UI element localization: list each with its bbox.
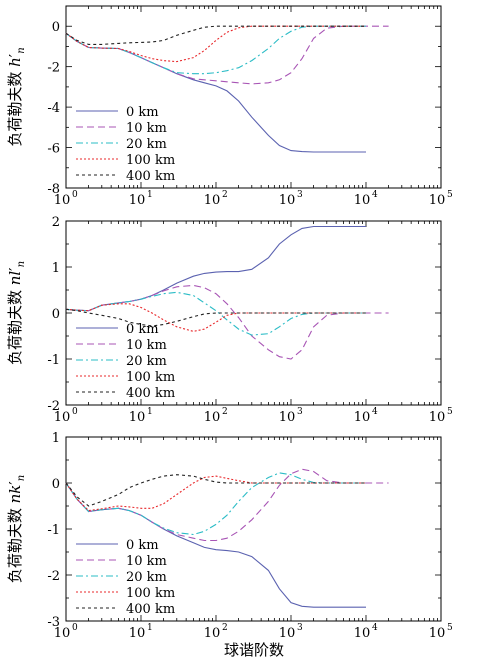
- y-axis-label: 负荷勒夫数 nl′n: [6, 261, 27, 365]
- y-tick-label: 2: [52, 215, 60, 230]
- series-line-20km: [65, 472, 366, 536]
- x-tick-exponent: 3: [297, 190, 303, 200]
- y-tick-label: -2: [47, 569, 60, 584]
- y-tick-label: 0: [52, 307, 60, 322]
- legend-label: 100 km: [126, 370, 175, 385]
- series-line-400km: [65, 474, 366, 507]
- legend-label: 0 km: [126, 322, 159, 337]
- x-tick-exponent: 3: [297, 407, 303, 417]
- y-tick-label: -1: [47, 523, 60, 538]
- legend-label: 400 km: [126, 602, 175, 617]
- legend-label: 10 km: [126, 554, 167, 569]
- x-tick-label: 10: [354, 626, 371, 641]
- series-line-100km: [65, 25, 366, 63]
- y-tick-label: -4: [47, 101, 60, 116]
- plot-frame: [65, 436, 442, 622]
- x-tick-label: 10: [204, 410, 221, 425]
- y-tick-label: -3: [47, 615, 60, 630]
- legend-label: 0 km: [126, 105, 159, 120]
- series-line-10km: [65, 25, 389, 85]
- y-tick-label: -1: [47, 353, 60, 368]
- x-tick-exponent: 1: [147, 407, 153, 417]
- x-tick-label: 10: [54, 626, 71, 641]
- plot-frame: [65, 5, 442, 189]
- y-tick-label: 1: [52, 261, 60, 276]
- x-tick-label: 10: [429, 626, 446, 641]
- legend-label: 20 km: [126, 570, 167, 585]
- series-line-100km: [65, 475, 366, 512]
- x-tick-exponent: 2: [222, 623, 228, 633]
- y-tick-label: 0: [52, 477, 60, 492]
- x-tick-label: 10: [129, 410, 146, 425]
- x-tick-exponent: 4: [372, 190, 378, 200]
- x-tick-exponent: 0: [72, 190, 78, 200]
- x-tick-exponent: 5: [447, 190, 453, 200]
- y-tick-label: -2: [47, 61, 60, 76]
- series-line-20km: [65, 291, 366, 336]
- y-tick-label: 1: [52, 431, 60, 446]
- x-tick-exponent: 4: [372, 623, 378, 633]
- x-tick-label: 10: [204, 193, 221, 208]
- x-axis-label: 球谐阶数: [224, 641, 284, 659]
- y-axis-label: 负荷勒夫数 h′n: [6, 47, 27, 146]
- series-line-100km: [65, 303, 366, 332]
- legend-label: 400 km: [126, 386, 175, 401]
- legend-label: 400 km: [126, 169, 175, 184]
- y-tick-label: -2: [47, 399, 60, 414]
- series-line-400km: [65, 25, 366, 45]
- legend-label: 10 km: [126, 338, 167, 353]
- series-line-0km: [65, 225, 366, 312]
- x-tick-exponent: 1: [147, 190, 153, 200]
- x-tick-label: 10: [54, 193, 71, 208]
- series-line-10km: [65, 284, 389, 360]
- x-tick-label: 10: [204, 626, 221, 641]
- series-line-0km: [65, 482, 366, 608]
- legend-label: 10 km: [126, 121, 167, 136]
- series-line-400km: [65, 308, 366, 327]
- legend-label: 0 km: [126, 538, 159, 553]
- y-axis-label: 负荷勒夫数 nk′n: [6, 475, 27, 583]
- x-tick-exponent: 0: [72, 407, 78, 417]
- x-tick-exponent: 3: [297, 623, 303, 633]
- x-tick-exponent: 2: [222, 190, 228, 200]
- x-tick-exponent: 5: [447, 407, 453, 417]
- x-tick-label: 10: [354, 410, 371, 425]
- plot-frame: [65, 220, 442, 406]
- x-tick-exponent: 0: [72, 623, 78, 633]
- x-tick-exponent: 5: [447, 623, 453, 633]
- y-tick-label: 0: [52, 20, 60, 35]
- x-tick-exponent: 4: [372, 407, 378, 417]
- x-tick-label: 10: [429, 193, 446, 208]
- x-tick-label: 10: [279, 626, 296, 641]
- legend-label: 100 km: [126, 153, 175, 168]
- x-tick-label: 10: [129, 193, 146, 208]
- legend-label: 20 km: [126, 354, 167, 369]
- series-line-10km: [65, 468, 389, 542]
- legend-label: 100 km: [126, 586, 175, 601]
- x-tick-label: 10: [279, 193, 296, 208]
- x-tick-label: 10: [54, 410, 71, 425]
- legend-label: 20 km: [126, 137, 167, 152]
- series-line-0km: [65, 32, 366, 153]
- x-tick-label: 10: [129, 626, 146, 641]
- x-tick-label: 10: [354, 193, 371, 208]
- x-tick-exponent: 2: [222, 407, 228, 417]
- y-tick-label: -8: [47, 182, 60, 197]
- x-tick-label: 10: [279, 410, 296, 425]
- x-tick-label: 10: [429, 410, 446, 425]
- x-tick-exponent: 1: [147, 623, 153, 633]
- y-tick-label: -6: [47, 142, 60, 157]
